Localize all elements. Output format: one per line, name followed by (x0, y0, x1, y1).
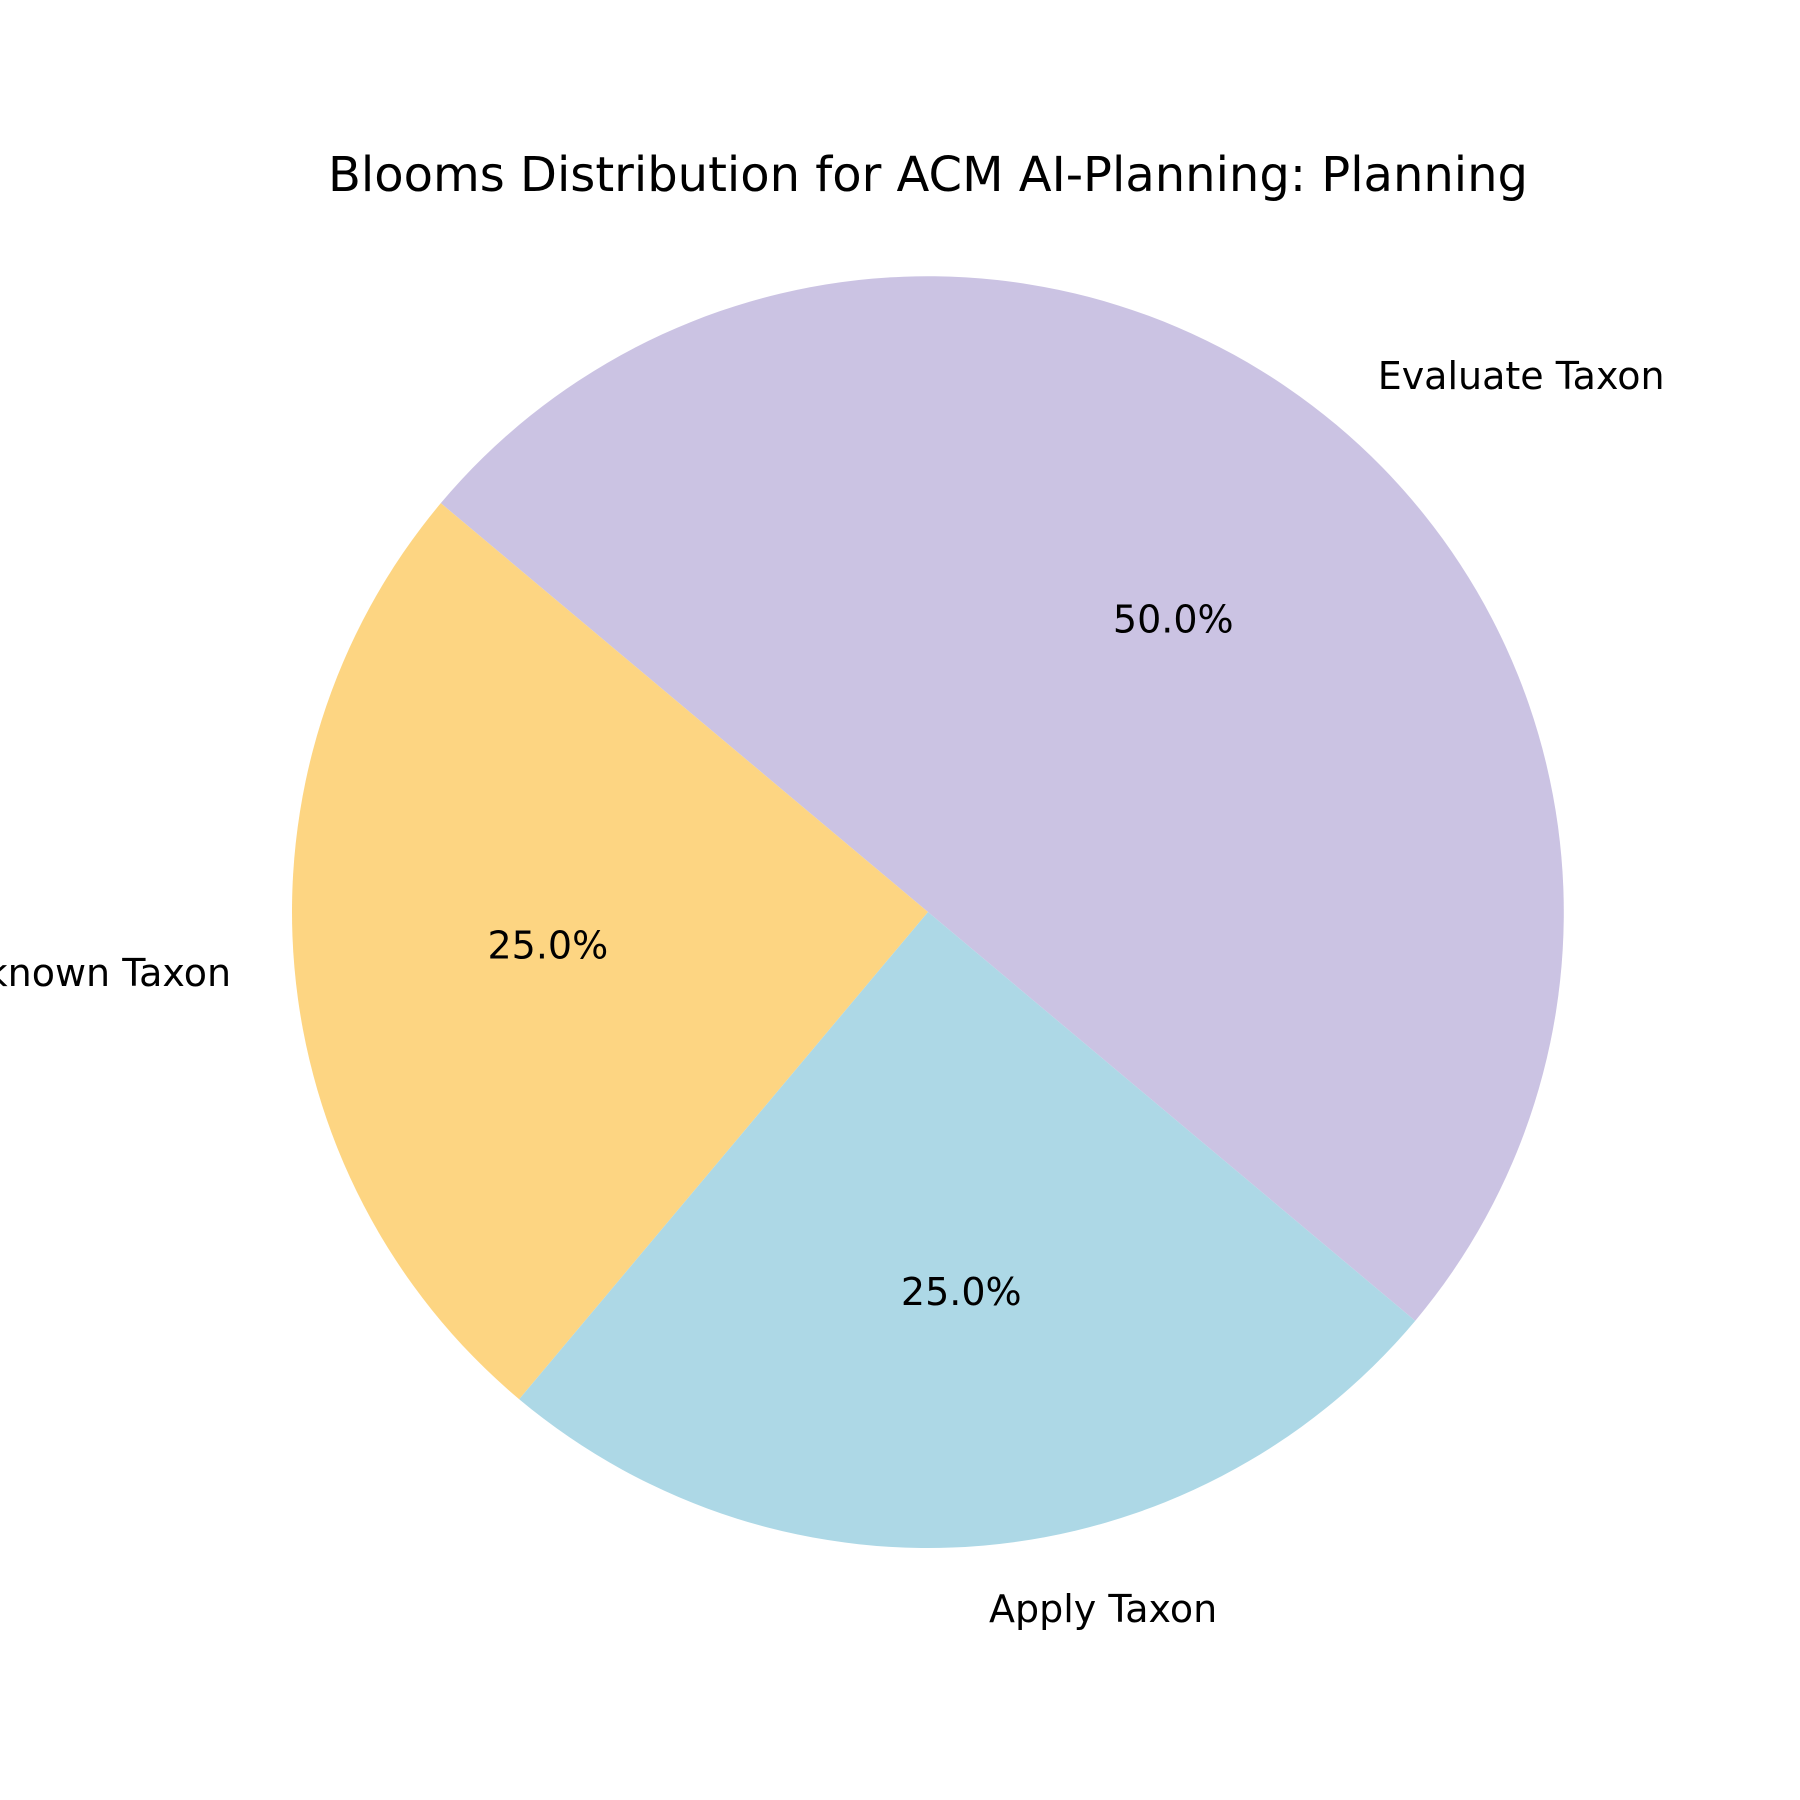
slice-percent-apply-taxon: 25.0% (901, 1270, 1022, 1314)
pie-slice-evaluate-taxon (440, 276, 1564, 1321)
pie-slices (291, 276, 1564, 1548)
slice-label-apply-taxon: Apply Taxon (989, 1587, 1217, 1631)
slice-label-unknown-taxon: Unknown Taxon (0, 951, 231, 995)
chart-title: Blooms Distribution for ACM AI-Planning:… (328, 147, 1528, 203)
slice-percent-evaluate-taxon: 50.0% (1113, 598, 1234, 642)
pie-slice-apply-taxon (519, 912, 1416, 1548)
pie-slice-unknown-taxon (291, 503, 928, 1400)
slice-percent-unknown-taxon: 25.0% (487, 923, 608, 967)
pie-labels: Evaluate Taxon 50.0% Unknown Taxon 25.0% App… (0, 354, 1665, 1631)
slice-label-evaluate-taxon: Evaluate Taxon (1378, 354, 1665, 398)
